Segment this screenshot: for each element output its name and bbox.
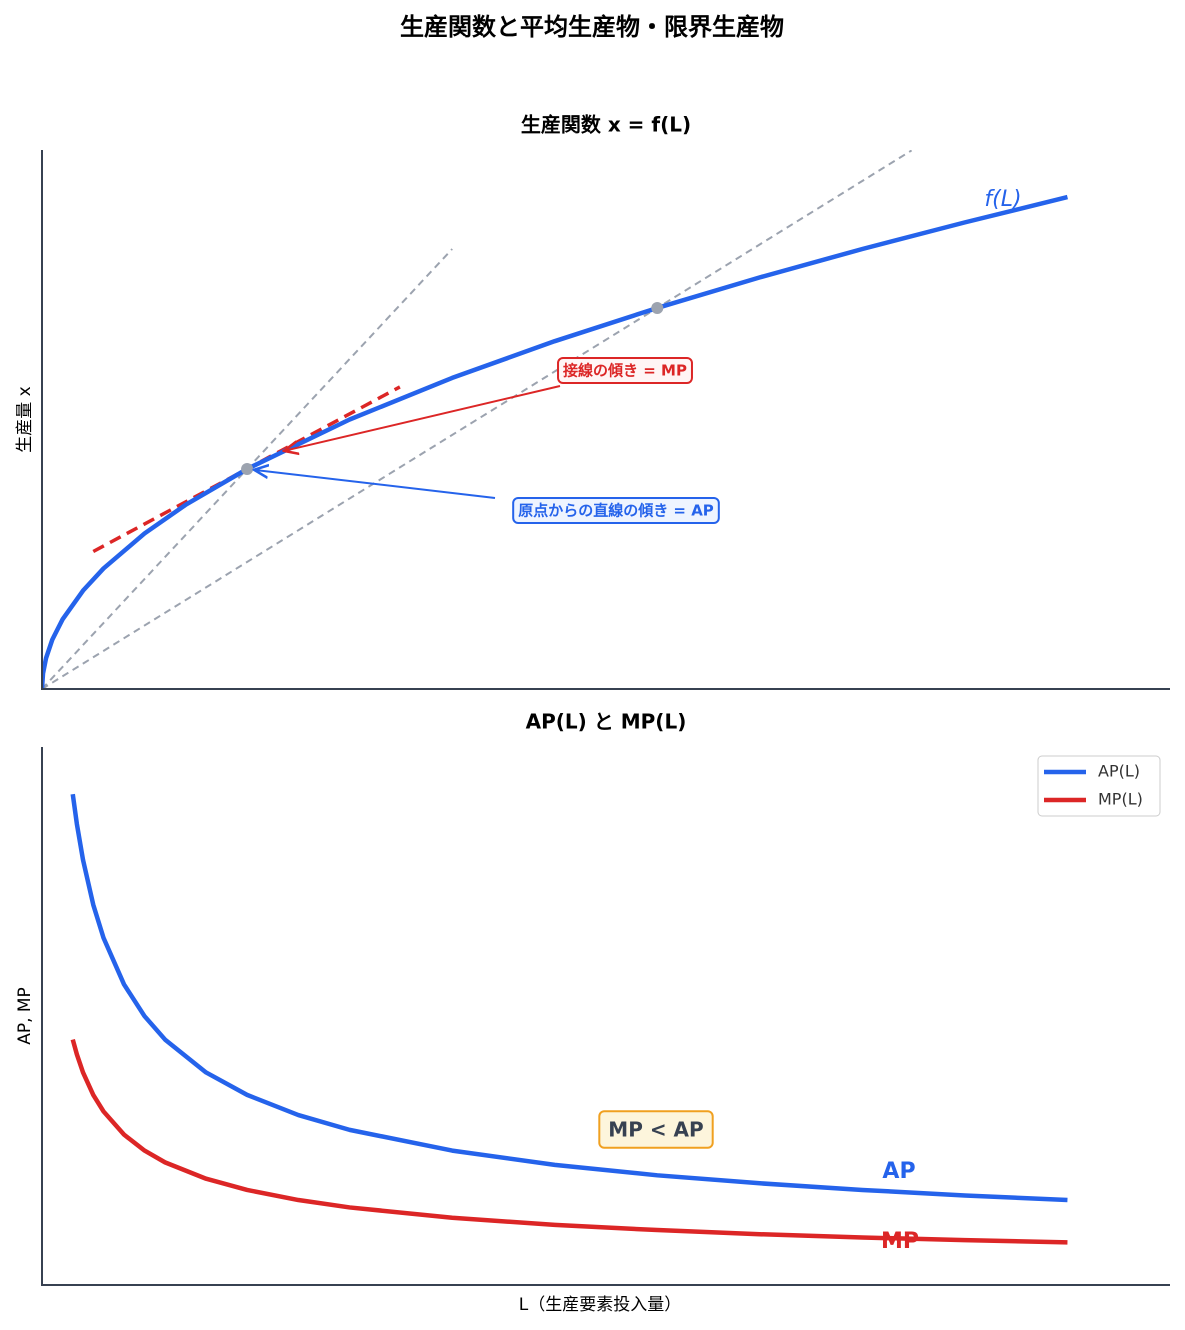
axes-title: 生産関数 x = f(L) bbox=[521, 113, 691, 137]
y-axis-label: 生産量 x bbox=[15, 386, 35, 452]
axes-title: AP(L) と MP(L) bbox=[526, 710, 687, 734]
annotation-box bbox=[512, 497, 720, 524]
annotation-box bbox=[598, 1110, 714, 1149]
series-line bbox=[70, 793, 1068, 1203]
annotation-arrow bbox=[284, 385, 561, 451]
x-axis-label: L（生産要素投入量） bbox=[519, 1295, 681, 1315]
series-line bbox=[42, 194, 1068, 690]
plot-area bbox=[42, 150, 1068, 690]
y-axis-label: AP, MP bbox=[15, 987, 35, 1045]
legend-label: MP(L) bbox=[1098, 790, 1143, 809]
annotation: MP bbox=[881, 1229, 919, 1254]
reference-line bbox=[42, 150, 913, 690]
suptitle: 生産関数と平均生産物・限界生産物 bbox=[400, 13, 784, 41]
point bbox=[241, 463, 254, 475]
legend-label: AP(L) bbox=[1098, 762, 1140, 781]
point bbox=[651, 301, 664, 314]
annotation-box bbox=[557, 357, 693, 384]
annotation: MP < AP bbox=[608, 1118, 703, 1142]
series-line bbox=[70, 1038, 1068, 1245]
plot-area bbox=[70, 793, 1068, 1245]
annotation-arrow bbox=[254, 470, 496, 499]
curve-label: f(L) bbox=[984, 187, 1021, 212]
annotation: AP bbox=[882, 1159, 915, 1184]
annotation: 原点からの直線の傾き = AP bbox=[518, 502, 714, 520]
annotation: 接線の傾き = MP bbox=[563, 362, 687, 380]
